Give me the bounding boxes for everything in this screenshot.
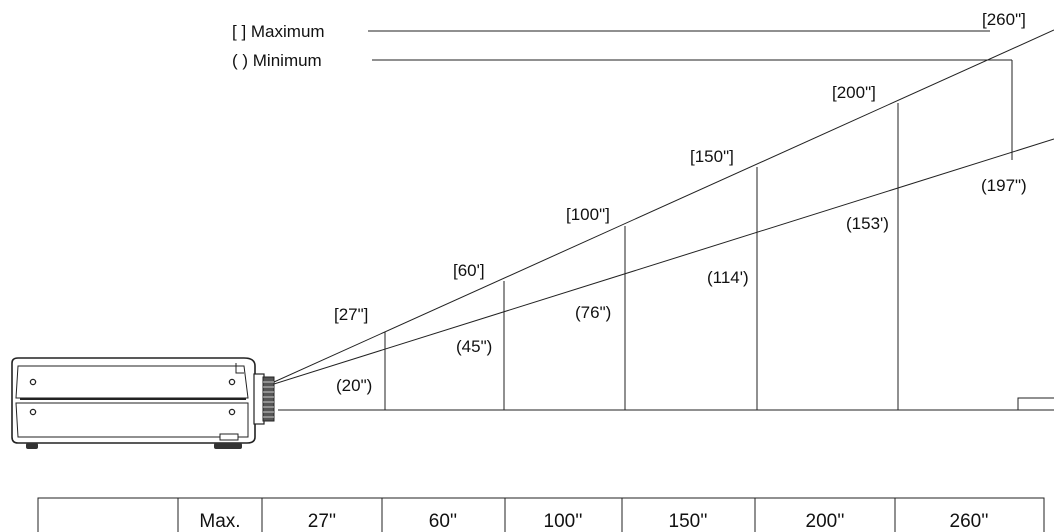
projector-icon [11, 357, 275, 449]
floor-step [1017, 397, 1054, 410]
table-border [37, 497, 1045, 532]
max-label-2: [60'] [453, 261, 485, 280]
min-label-2: (45") [456, 337, 492, 356]
size-table: Max. 27'' 60'' 100'' 150'' 200'' 260'' [37, 497, 1045, 532]
table-cell-6: 260'' [950, 511, 989, 532]
table-cell-1: 27'' [308, 511, 336, 532]
min-label-4: (114') [707, 268, 749, 287]
max-label-5: [200"] [832, 83, 876, 102]
max-label-1: [27"] [334, 305, 368, 324]
table-cell-5: 200'' [806, 511, 845, 532]
screen-lines [384, 103, 899, 410]
legend: [ ] Maximum ( ) Minimum [232, 22, 1013, 160]
min-label-3: (76") [575, 303, 611, 322]
max-labels: [27"] [60'] [100"] [150"] [200"] [260"] [334, 10, 1026, 324]
max-label-6: [260"] [982, 10, 1026, 29]
legend-maximum: [ ] Maximum [232, 22, 325, 41]
min-label-1: (20") [336, 376, 372, 395]
legend-minimum: ( ) Minimum [232, 51, 322, 70]
min-labels: (20") (45") (76") (114') (153') (197") [336, 176, 1027, 395]
min-ray [273, 138, 1054, 385]
max-ray [273, 29, 1054, 383]
max-label-3: [100"] [566, 205, 610, 224]
table-cell-2: 60'' [429, 511, 457, 532]
max-label-4: [150"] [690, 147, 734, 166]
table-cell-3: 100'' [544, 511, 583, 532]
min-label-5: (153') [846, 214, 889, 233]
table-cell-4: 150'' [669, 511, 708, 532]
table-row-label: Max. [199, 511, 240, 532]
min-label-6: (197") [981, 176, 1027, 195]
